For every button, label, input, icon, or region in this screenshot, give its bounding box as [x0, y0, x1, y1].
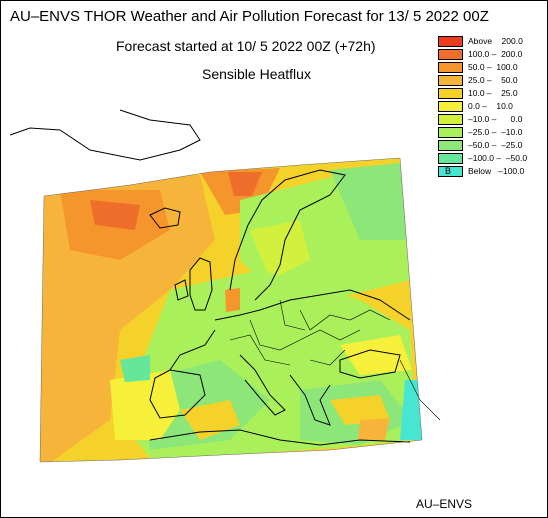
legend-swatch: [438, 101, 463, 112]
legend-item: –100.0 – –50.0: [438, 153, 544, 164]
legend-label: –100.0 – –50.0: [468, 153, 528, 163]
legend-item: B Below –100.0: [438, 166, 544, 177]
forecast-start: Forecast started at 10/ 5 2022 00Z (+72h…: [116, 38, 376, 54]
forecast-title: AU–ENVS THOR Weather and Air Pollution F…: [10, 8, 489, 25]
legend-swatch: B: [438, 166, 463, 177]
legend-label: –25.0 – –10.0: [468, 127, 523, 137]
legend-label: Above 200.0: [468, 36, 523, 46]
legend-label: 50.0 – 100.0: [468, 62, 518, 72]
legend-swatch: [438, 114, 463, 125]
legend-swatch: [438, 153, 463, 164]
legend-label: –50.0 – –25.0: [468, 140, 523, 150]
legend-item: Above 200.0: [438, 36, 544, 47]
legend-swatch: [438, 127, 463, 138]
legend-label: 100.0 – 200.0: [468, 49, 523, 59]
heatflux-field: [40, 158, 422, 462]
legend-marker: B: [445, 166, 452, 176]
coastlines: [9, 109, 411, 446]
legend-swatch: [438, 36, 463, 47]
legend-item: 25.0 – 50.0: [438, 75, 544, 86]
color-legend: Above 200.0 100.0 – 200.0 50.0 – 100.0 2…: [438, 36, 544, 179]
legend-item: 100.0 – 200.0: [438, 49, 544, 60]
legend-swatch: [438, 88, 463, 99]
legend-swatch: [438, 49, 463, 60]
legend-item: 10.0 – 25.0: [438, 88, 544, 99]
legend-swatch: [438, 75, 463, 86]
variable-name: Sensible Heatflux: [202, 66, 311, 82]
legend-label: 10.0 – 25.0: [468, 88, 518, 98]
legend-item: –50.0 – –25.0: [438, 140, 544, 151]
legend-label: Below –100.0: [468, 166, 525, 176]
footer-credit: AU–ENVS: [416, 497, 473, 511]
legend-item: –25.0 – –10.0: [438, 127, 544, 138]
domain-outline: [39, 157, 423, 463]
country-borders: [229, 299, 441, 421]
legend-item: –10.0 – 0.0: [438, 114, 544, 125]
legend-item: 0.0 – 10.0: [438, 101, 544, 112]
legend-label: 0.0 – 10.0: [468, 101, 513, 111]
legend-label: 25.0 – 50.0: [468, 75, 518, 85]
legend-item: 50.0 – 100.0: [438, 62, 544, 73]
legend-swatch: [438, 140, 463, 151]
legend-swatch: [438, 62, 463, 73]
legend-label: –10.0 – 0.0: [468, 114, 523, 124]
